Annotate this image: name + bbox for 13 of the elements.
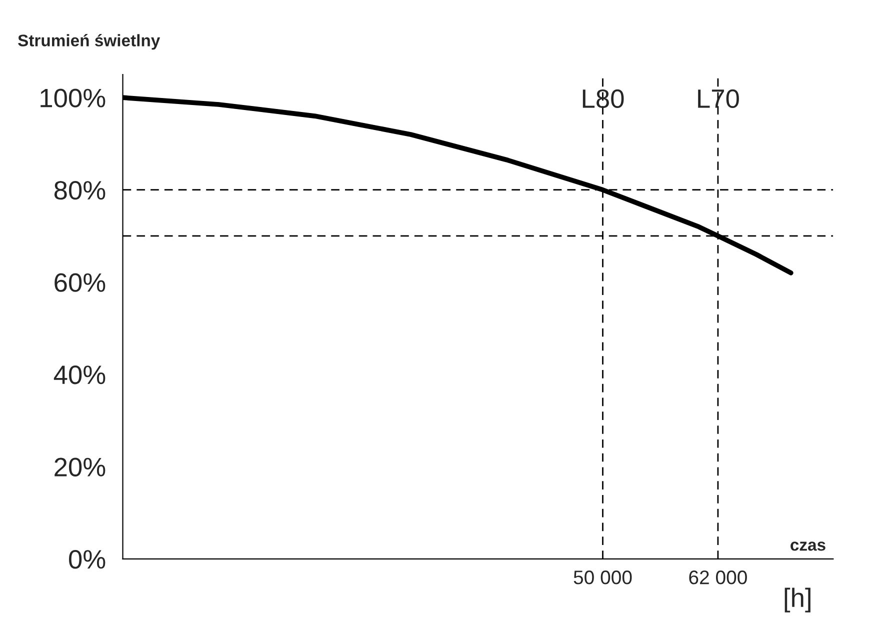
y-tick-label: 80% (54, 180, 106, 200)
y-tick-label: 60% (54, 273, 106, 292)
ref-line-label: L70 (698, 89, 739, 108)
y-tick-label: 20% (54, 458, 106, 476)
x-tick-label: 62 000 (689, 570, 747, 584)
y-tick-label: 40% (54, 366, 106, 384)
ref-line-label: L80 (582, 89, 624, 108)
text: [h] (784, 588, 810, 612)
y-axis-title: Strumień świetlny (18, 34, 160, 50)
y-tick-label: 100% (40, 88, 106, 108)
y-tick-label: 0% (69, 550, 106, 569)
x-tick-label: 50 000 (574, 570, 632, 584)
x-axis-title: czas (790, 542, 826, 551)
